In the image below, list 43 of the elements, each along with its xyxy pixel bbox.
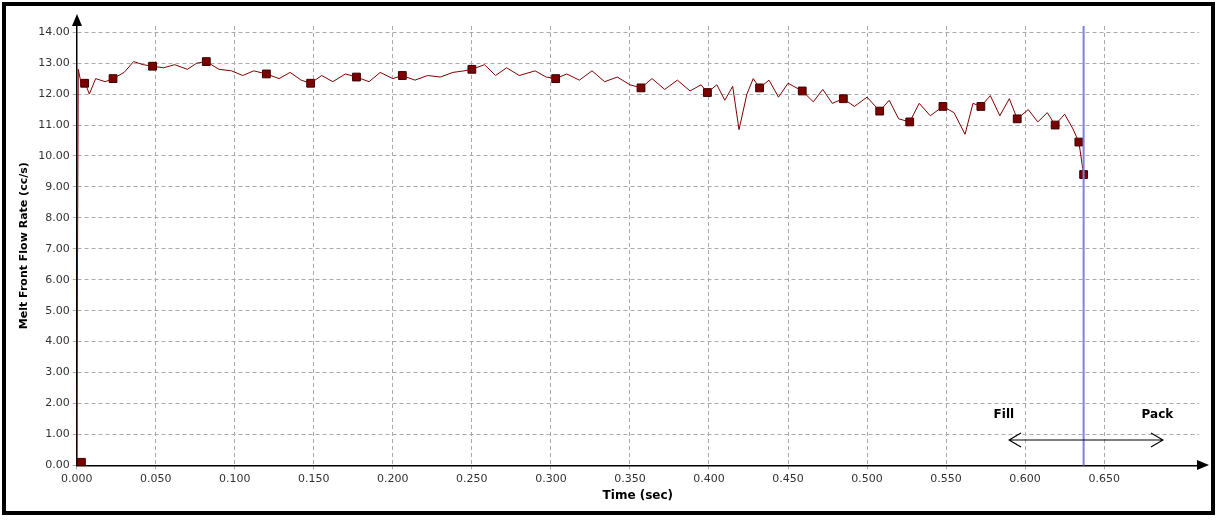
x-tick-label: 0.450 — [772, 471, 804, 485]
y-tick-label: 8.00 — [45, 210, 70, 224]
x-tick-label: 0.250 — [456, 471, 488, 485]
point — [352, 72, 361, 82]
y-tick-label: 5.00 — [45, 303, 70, 317]
x-tick-label: 0.650 — [1088, 471, 1120, 485]
y-tick-label: 6.00 — [45, 272, 70, 286]
point — [1050, 120, 1060, 130]
x-tick-label: 0.300 — [535, 471, 567, 485]
x-tick-label: 0.100 — [219, 471, 251, 485]
point — [77, 457, 86, 466]
y-tick-label: 4.00 — [45, 334, 70, 348]
x-tick-label: 0.350 — [614, 471, 646, 485]
y-tick-label: 7.00 — [45, 241, 70, 255]
x-tick-label: 0.600 — [1009, 471, 1041, 485]
y-tick-label: 3.00 — [45, 365, 70, 379]
x-tick-label: 0.000 — [60, 471, 93, 485]
x-tick-label: 0.550 — [930, 471, 962, 485]
point — [467, 64, 477, 74]
y-tick-label: 9.00 — [45, 179, 70, 193]
y-tick-label: 0.00 — [45, 458, 70, 472]
annotation: Fill — [993, 407, 1015, 422]
y-tick-label: 2.00 — [45, 396, 70, 410]
x-tick-label: 0.050 — [139, 471, 172, 485]
point — [148, 61, 157, 71]
point — [1074, 137, 1084, 147]
point — [797, 86, 807, 96]
x-tick-label: 0.400 — [693, 471, 725, 485]
y-tick-label: 12.00 — [38, 86, 70, 100]
point — [636, 83, 646, 93]
y-tick-label: 14.00 — [38, 25, 70, 39]
annotation: Pack — [1141, 407, 1174, 422]
y-tick-label: 10.00 — [38, 148, 70, 162]
point — [397, 71, 407, 80]
y-axis-title: Melt Front Flow Rate (cc/s) — [17, 162, 31, 330]
y-tick-label: 11.00 — [38, 117, 70, 131]
x-axis-title: Time (sec) — [602, 487, 674, 502]
y-tick-label: 1.00 — [45, 427, 70, 441]
x-tick-label: 0.200 — [377, 471, 409, 485]
x-tick-label: 0.150 — [298, 471, 330, 485]
x-tick-label: 0.500 — [851, 471, 883, 485]
point — [261, 69, 271, 79]
y-tick-label: 13.00 — [38, 55, 70, 69]
